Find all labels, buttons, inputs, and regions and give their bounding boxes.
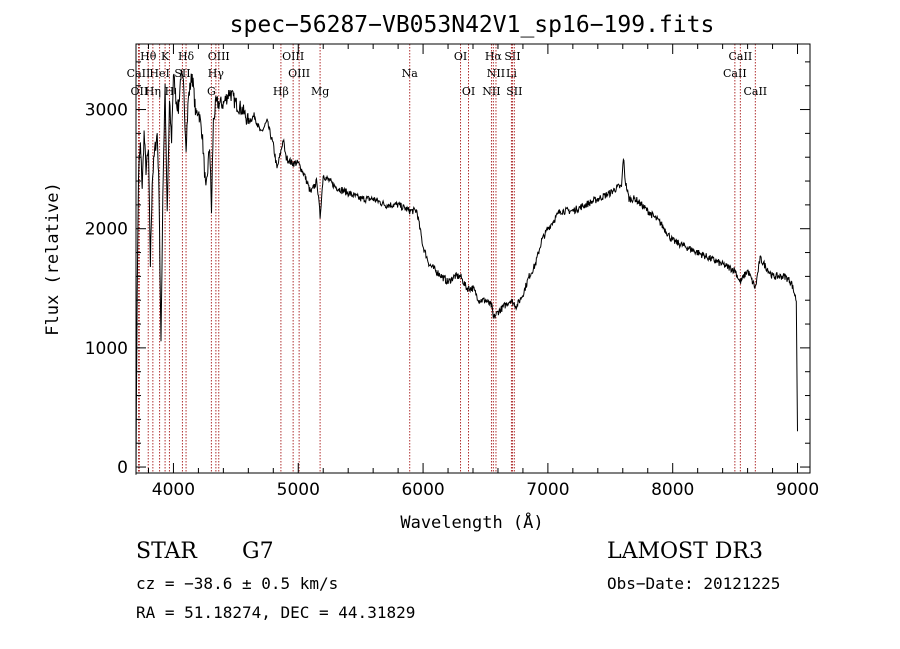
line-label: OIII — [288, 67, 310, 80]
line-label: Mg — [311, 85, 329, 98]
line-label: CaII — [127, 67, 151, 80]
x-tick-label: 8000 — [651, 480, 694, 500]
redshift-cz: cz = −38.6 ± 0.5 km/s — [136, 574, 339, 593]
y-tick-label: 2000 — [85, 220, 128, 240]
line-label: CaII — [729, 50, 753, 63]
line-label: Hα — [485, 50, 503, 63]
line-label: OIII — [208, 50, 230, 63]
line-label: CaII — [723, 67, 747, 80]
line-label: OI — [454, 50, 467, 63]
object-subclass: G7 — [242, 539, 274, 564]
line-label: Hδ — [178, 50, 195, 63]
line-label: CaII — [743, 85, 767, 98]
line-label: SII — [506, 85, 522, 98]
observation-date: Obs−Date: 20121225 — [607, 574, 781, 593]
line-label: K — [161, 50, 170, 63]
x-tick-label: 4000 — [152, 480, 195, 500]
line-label: G — [207, 85, 216, 98]
line-label: Hθ — [140, 50, 157, 63]
line-label: NII — [487, 67, 505, 80]
x-axis-ticks: 4000 5000 6000 7000 8000 9000 — [147, 44, 819, 500]
x-tick-label: 5000 — [277, 480, 320, 500]
line-label: Na — [402, 67, 419, 80]
line-label: SII — [504, 50, 520, 63]
survey-name: LAMOST DR3 — [607, 539, 763, 564]
x-tick-label: 7000 — [526, 480, 569, 500]
line-label: Li — [506, 67, 517, 80]
line-label: H — [165, 85, 175, 98]
x-tick-label: 6000 — [401, 480, 444, 500]
line-label: Hη — [145, 85, 161, 98]
line-label: NII — [482, 85, 500, 98]
y-tick-label: 3000 — [85, 101, 128, 121]
object-class: STAR — [136, 539, 197, 564]
y-tick-label: 0 — [117, 458, 128, 478]
y-axis-label: Flux (relative) — [43, 182, 63, 336]
line-label: Hγ — [208, 67, 225, 80]
line-label: Hβ — [273, 85, 289, 98]
line-label: HeI — [149, 67, 169, 80]
y-tick-label: 1000 — [85, 339, 128, 359]
line-label: OII — [131, 85, 149, 98]
y-axis-ticks: 0 1000 2000 3000 — [85, 61, 810, 478]
line-label: OIII — [282, 50, 304, 63]
emission-line-markers: Hθ CaII OII K HeI Hη Hδ SII H OIII Hγ G OIII OIII Hβ Mg… — [127, 44, 767, 473]
ra-dec-coordinates: RA = 51.18274, DEC = 44.31829 — [136, 603, 416, 622]
spectrum-series-line — [135, 69, 798, 475]
chart-title: spec−56287−VB053N42V1_sp16−199.fits — [230, 12, 715, 38]
x-axis-label: Wavelength (Å) — [400, 511, 543, 533]
line-label: OI — [462, 85, 475, 98]
x-tick-label: 9000 — [776, 480, 819, 500]
